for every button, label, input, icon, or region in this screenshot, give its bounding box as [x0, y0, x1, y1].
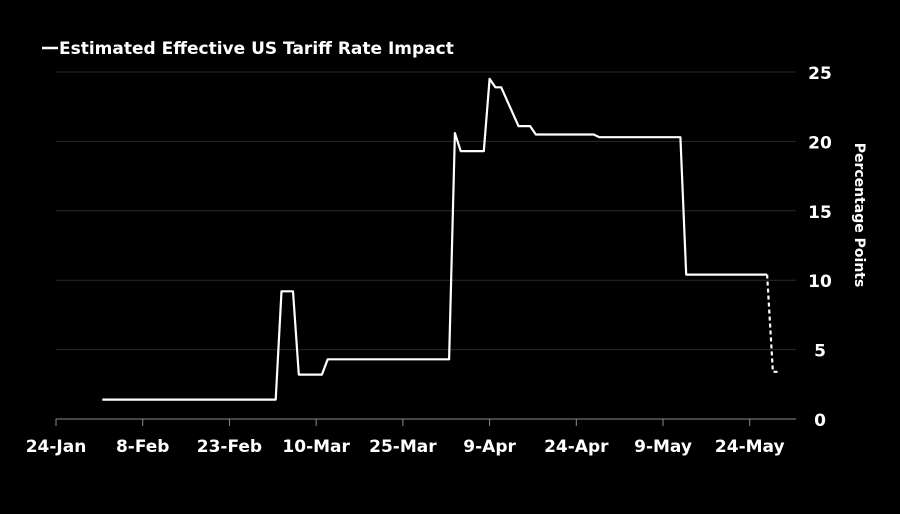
series-lines: [102, 77, 779, 401]
x-tick-label-4: 25-Mar: [369, 437, 437, 457]
y-tick-label-2: 10: [808, 272, 832, 292]
series-line-0: [102, 77, 768, 401]
y-tick-label-4: 20: [808, 133, 832, 153]
legend: Estimated Effective US Tariff Rate Impac…: [42, 39, 454, 59]
x-tick-label-8: 24-May: [715, 437, 785, 457]
x-tick-label-0: 24-Jan: [26, 437, 87, 457]
x-axis-labels: 24-Jan 8-Feb 23-Feb 10-Mar 25-Mar 9-Apr 24-Apr…: [26, 437, 785, 457]
x-tick-label-1: 8-Feb: [116, 437, 170, 457]
x-axis: [55, 418, 796, 426]
x-tick-label-6: 24-Apr: [544, 437, 609, 457]
series-line-1-projected: [766, 274, 779, 373]
y-tick-label-0: 0: [814, 411, 826, 431]
gridlines: [56, 71, 796, 351]
y-axis: 0 5 10 15 20 25: [808, 64, 832, 431]
legend-label: Estimated Effective US Tariff Rate Impac…: [59, 39, 454, 59]
x-tick-label-2: 23-Feb: [197, 437, 262, 457]
y-tick-label-5: 25: [808, 64, 832, 84]
y-tick-label-3: 15: [808, 203, 832, 223]
x-tick-label-7: 9-May: [634, 437, 692, 457]
x-tick-label-5: 9-Apr: [463, 437, 516, 457]
y-axis-title: Percentage Points: [851, 143, 867, 288]
y-tick-label-1: 5: [814, 342, 826, 362]
x-tick-label-3: 10-Mar: [282, 437, 350, 457]
